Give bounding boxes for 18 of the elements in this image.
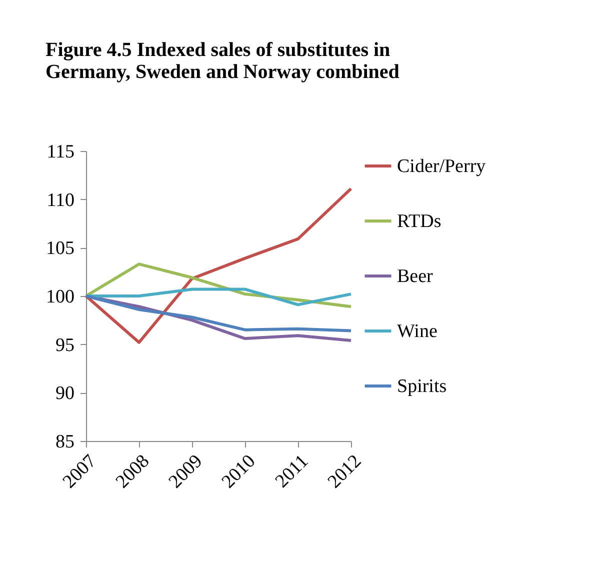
line-series	[84, 288, 352, 306]
legend-label: RTDs	[397, 211, 442, 232]
y-tick-label: 95	[56, 334, 74, 356]
x-tick-label: 2011	[271, 450, 313, 492]
y-tick-label: 100	[46, 286, 74, 308]
legend-label: Beer	[397, 266, 434, 287]
y-tick-label: 105	[46, 238, 74, 260]
line-series	[84, 187, 352, 344]
legend-label: Cider/Perry	[397, 156, 486, 177]
y-tick-label: 115	[46, 142, 74, 162]
legend-label: Spirits	[397, 376, 447, 397]
legend-label: Wine	[397, 321, 438, 342]
y-tick-label: 110	[46, 190, 74, 211]
text: Germany, Sweden and Norway combined	[46, 61, 400, 83]
text: Figure 4.5 Indexed sales of substitutes in	[46, 39, 390, 61]
y-tick-label: 90	[56, 383, 74, 404]
y-tick-label: 85	[56, 432, 74, 452]
line-series	[84, 294, 352, 332]
